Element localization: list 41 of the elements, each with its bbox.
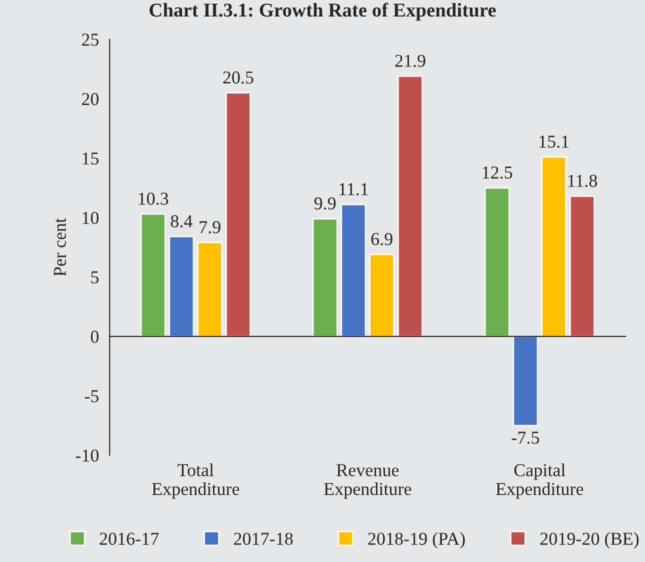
bar <box>340 204 366 338</box>
data-label: 10.3 <box>138 192 168 205</box>
data-label: 9.9 <box>314 197 336 210</box>
data-label: 7.9 <box>200 221 220 234</box>
y-axis-title: Per cent <box>54 218 66 276</box>
data-label: 11.1 <box>340 183 368 196</box>
y-tick-label: 20 <box>82 93 99 106</box>
y-tick-label: 5 <box>91 271 99 284</box>
y-tick-label: 15 <box>82 152 99 165</box>
bar <box>140 213 166 338</box>
x-tick-label: Revenue Expenditure <box>324 464 412 499</box>
y-tick-label: -5 <box>84 390 99 402</box>
data-label: 8.4 <box>170 215 192 228</box>
legend-label: 2018-19 (PA) <box>368 532 465 549</box>
data-label: -7.5 <box>512 432 540 444</box>
bar <box>225 92 251 338</box>
bar <box>168 236 194 338</box>
y-tick-label: 0 <box>90 330 99 343</box>
legend-label: 2016-17 <box>100 532 159 545</box>
bar <box>197 242 223 338</box>
y-tick-label: 10 <box>82 212 99 224</box>
bar <box>512 336 538 426</box>
data-label: 6.9 <box>371 233 392 246</box>
data-label: 15.1 <box>540 136 569 148</box>
data-label: 20.5 <box>223 71 254 84</box>
bar <box>541 156 567 338</box>
bar <box>369 254 395 338</box>
chart-title: Chart II.3.1: Growth Rate of Expenditure <box>150 2 496 21</box>
x-tick-label: Capital Expenditure <box>496 464 584 499</box>
bar <box>569 195 595 338</box>
x-tick-label: Total Expenditure <box>152 464 240 499</box>
bar <box>397 75 423 338</box>
legend-label: 2017-18 <box>234 532 293 545</box>
data-label: 21.9 <box>395 54 426 68</box>
bar <box>312 218 338 338</box>
bar <box>484 187 510 338</box>
y-tick-label: -10 <box>76 449 99 462</box>
legend-label: 2019-20 (BE) <box>540 532 639 549</box>
data-label: 11.8 <box>568 174 597 188</box>
data-label: 12.5 <box>482 166 512 179</box>
y-tick-label: 25 <box>82 34 99 46</box>
